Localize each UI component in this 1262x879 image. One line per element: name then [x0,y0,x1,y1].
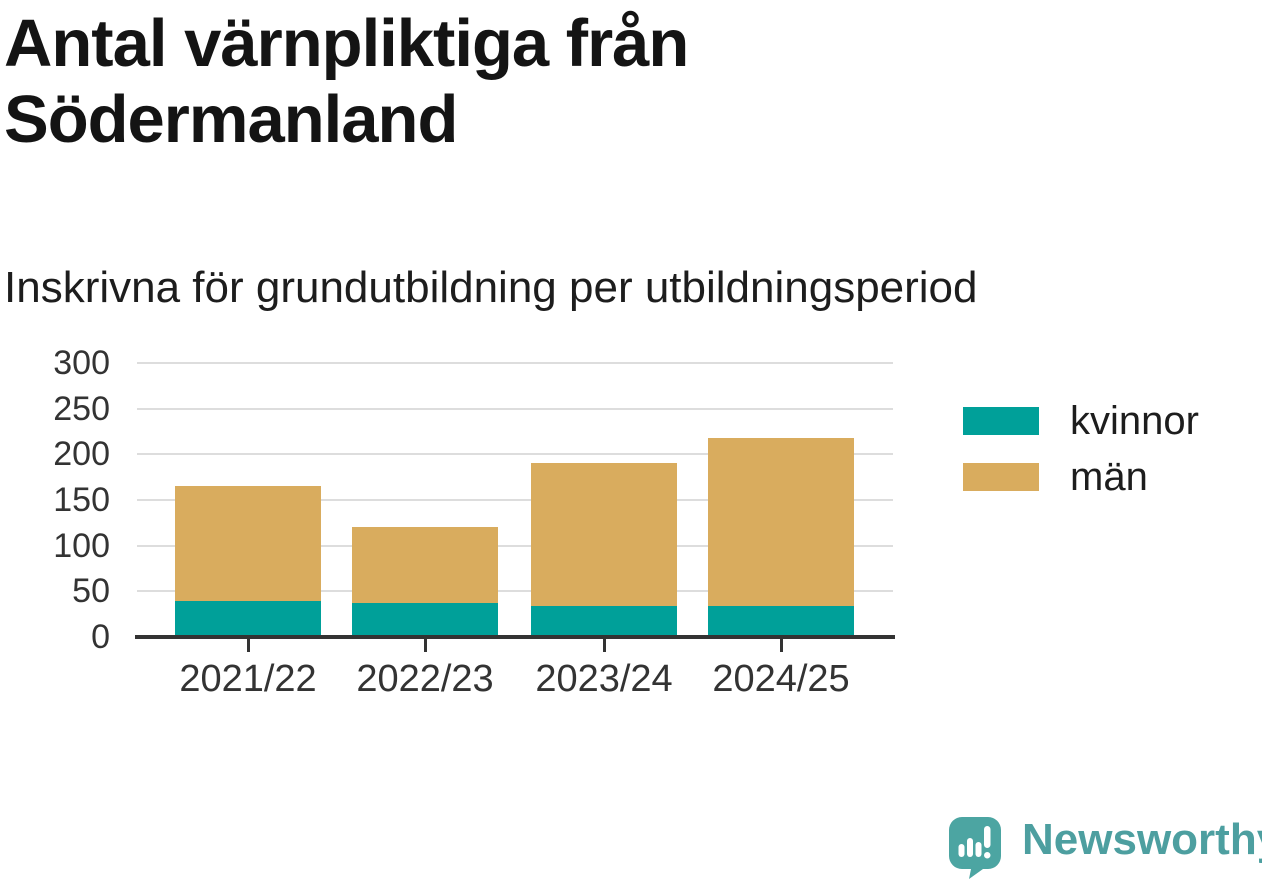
x-axis-line [135,635,895,639]
bar-segment-män [708,437,854,606]
y-axis-tick-label: 200 [53,435,110,474]
bar-segment-män [531,463,677,606]
bar-segment-kvinnor [531,605,677,637]
y-axis-tick-label: 0 [91,618,110,656]
legend-swatch [963,463,1039,491]
y-axis-tick-label: 50 [72,572,110,611]
x-axis-tick [423,639,427,652]
x-axis-tick-label: 2024/25 [712,658,850,700]
bar-segment-kvinnor [175,601,321,637]
legend-label: män [1070,455,1148,499]
newsworthy-wordmark: Newsworthy [1022,815,1262,864]
y-gridline [137,544,893,547]
bar-segment-kvinnor [352,603,498,637]
x-axis-tick-label: 2021/22 [179,658,317,700]
bar-chart-speech-bubble-icon [949,817,1001,879]
x-axis-tick [246,639,250,652]
y-gridline [137,499,893,501]
bar-segment-män [352,527,498,604]
y-gridline [137,362,893,364]
x-axis-tick [602,639,606,652]
chart-title: Antal värnpliktiga från Södermanland [4,6,689,157]
x-axis-tick-label: 2023/24 [535,658,673,700]
y-gridline [137,590,893,593]
y-axis-tick-label: 100 [53,526,110,565]
y-axis-tick-label: 250 [53,389,110,428]
chart-subtitle: Inskrivna för grundutbildning per utbild… [4,263,978,312]
legend-swatch [963,407,1039,435]
x-axis-tick [779,639,783,652]
y-gridline [137,407,893,410]
y-axis-tick-label: 150 [53,481,110,519]
bar-segment-kvinnor [708,605,854,637]
x-axis-tick-label: 2022/23 [356,658,494,700]
y-gridline [137,453,893,456]
y-axis-tick-label: 300 [53,344,110,382]
bar-segment-män [175,486,321,602]
legend-label: kvinnor [1070,399,1199,443]
